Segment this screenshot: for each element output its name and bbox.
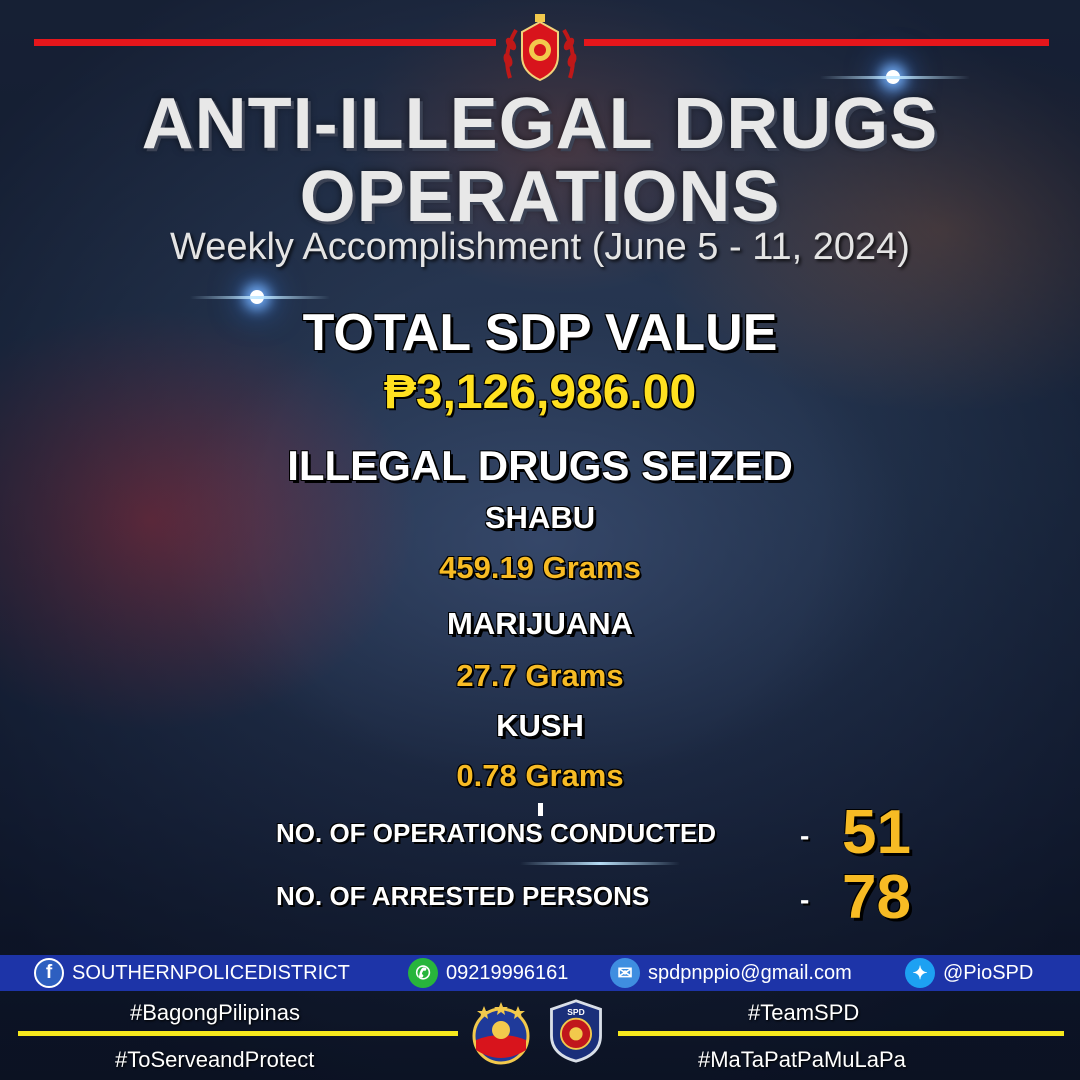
twitter-icon: ✦ — [905, 958, 935, 988]
stat-value-operations: 51 — [842, 798, 911, 867]
drug-name-shabu: SHABU — [484, 500, 596, 535]
hashtag-bagong-pilipinas: #BagongPilipinas — [130, 1000, 301, 1025]
stat-label-arrested: NO. OF ARRESTED PERSONS — [276, 881, 650, 911]
page-title-line1: ANTI-ILLEGAL DRUGS — [141, 84, 939, 164]
header-red-line-right — [584, 39, 1049, 46]
flare-streak — [820, 76, 970, 79]
drug-amount-kush: 0.78 Grams — [456, 758, 624, 793]
seized-heading: ILLEGAL DRUGS SEIZED — [287, 442, 793, 489]
sdp-value: ₱3,126,986.00 — [383, 366, 697, 419]
divider-tick — [538, 803, 543, 816]
hashtag-team-spd: #TeamSPD — [748, 1000, 860, 1025]
stat-dash-operations: - — [800, 820, 810, 851]
contact-twitter[interactable]: ✦ @PioSPD — [905, 955, 1033, 991]
pnp-logo-icon — [503, 14, 577, 82]
sdp-label: TOTAL SDP VALUE — [302, 304, 778, 362]
email-address: spdpnppio@gmail.com — [648, 961, 852, 984]
viber-phone-icon: ✆ — [408, 958, 438, 988]
page-title-line2: OPERATIONS — [299, 157, 781, 237]
contact-facebook[interactable]: f SOUTHERNPOLICEDISTRICT — [34, 955, 350, 991]
hashtag-line-right — [618, 1031, 1064, 1036]
drug-amount-shabu: 459.19 Grams — [439, 550, 641, 585]
spd-badge-text: SPD — [567, 1007, 584, 1017]
twitter-handle: @PioSPD — [943, 961, 1034, 984]
header-red-line-left — [34, 39, 496, 46]
page-subtitle: Weekly Accomplishment (June 5 - 11, 2024… — [170, 226, 910, 268]
drug-name-kush: KUSH — [496, 708, 584, 743]
facebook-handle: SOUTHERNPOLICEDISTRICT — [72, 961, 350, 984]
contact-viber[interactable]: ✆ 09219996161 — [408, 955, 568, 991]
drug-amount-marijuana: 27.7 Grams — [456, 658, 624, 693]
drug-name-marijuana: MARIJUANA — [447, 606, 633, 641]
hashtag-matapat: #MaTaPatPaMuLaPa — [698, 1047, 906, 1072]
stat-value-arrested: 78 — [842, 863, 911, 932]
facebook-icon: f — [34, 958, 64, 988]
contact-bar — [0, 955, 1080, 991]
hashtag-to-serve-and-protect: #ToServeandProtect — [115, 1047, 315, 1072]
viber-number: 09219996161 — [446, 961, 569, 984]
contact-email[interactable]: ✉ spdpnppio@gmail.com — [610, 955, 852, 991]
bagong-pilipinas-logo-icon — [472, 1002, 530, 1065]
stat-label-operations: NO. OF OPERATIONS CONDUCTED — [276, 818, 717, 848]
spd-badge-logo-icon: SPD — [550, 999, 602, 1063]
hashtag-line-left — [18, 1031, 458, 1036]
mail-icon: ✉ — [610, 958, 640, 988]
flare-streak — [190, 296, 330, 299]
stat-dash-arrested: - — [800, 884, 810, 915]
flare-streak — [520, 862, 680, 865]
